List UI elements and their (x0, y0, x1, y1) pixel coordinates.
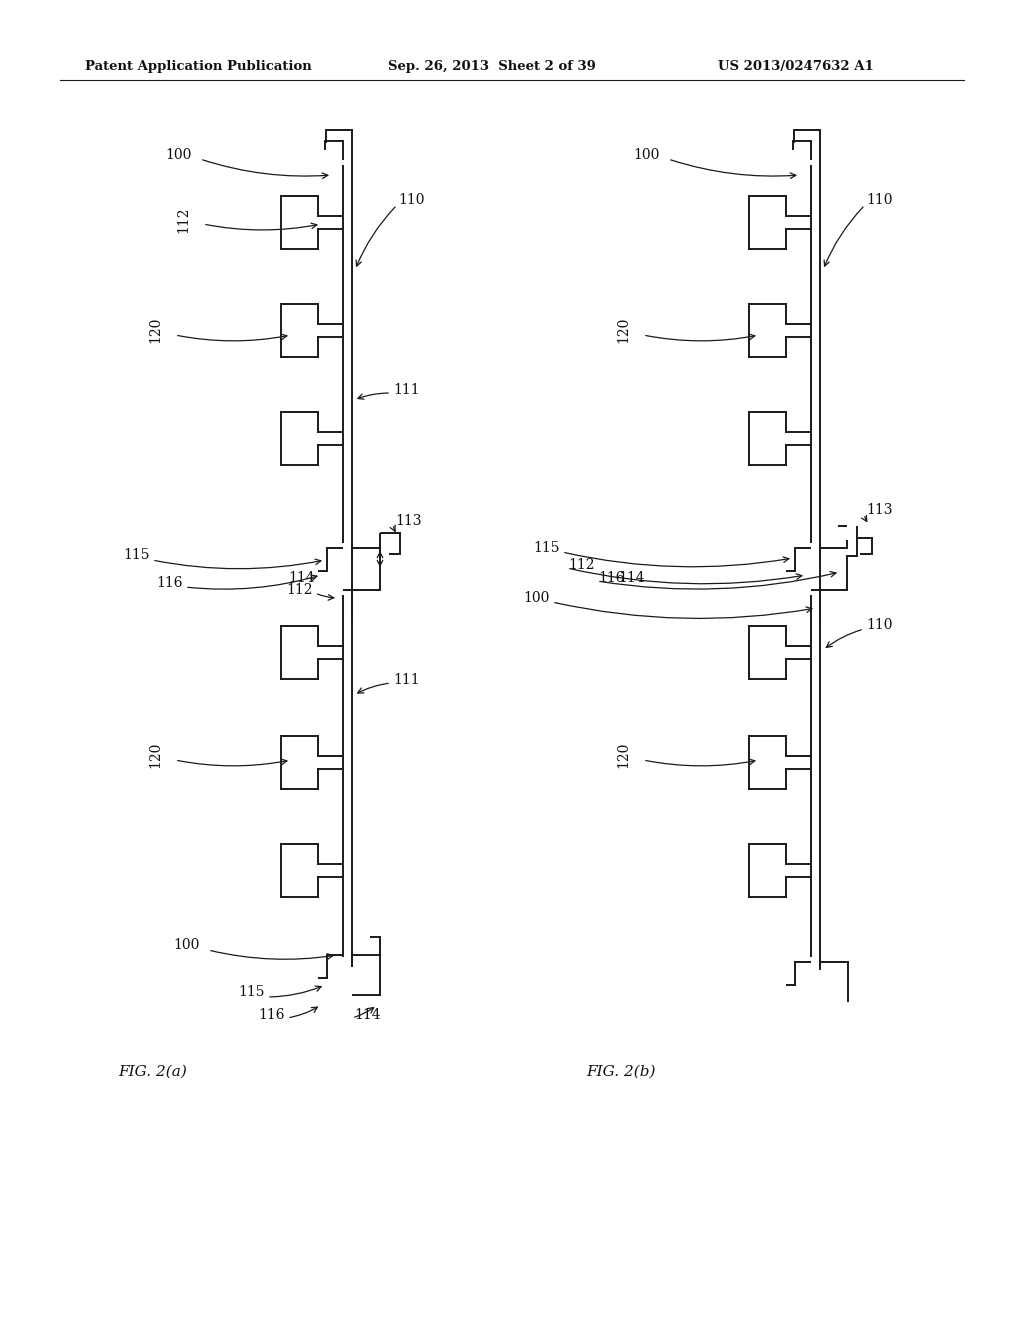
Text: 100: 100 (523, 591, 550, 605)
Text: 114: 114 (354, 1008, 381, 1022)
Text: 100: 100 (166, 148, 193, 162)
Text: 115: 115 (124, 548, 150, 562)
Text: 114: 114 (289, 572, 315, 585)
Text: 120: 120 (148, 742, 162, 768)
Text: 114: 114 (618, 572, 645, 585)
Text: 115: 115 (534, 541, 560, 554)
Text: 100: 100 (634, 148, 660, 162)
Text: 110: 110 (866, 618, 893, 632)
Text: 110: 110 (866, 193, 893, 207)
Text: 110: 110 (398, 193, 425, 207)
Text: 112: 112 (176, 207, 190, 234)
Text: 113: 113 (395, 513, 422, 528)
Text: 116: 116 (157, 576, 183, 590)
Text: 120: 120 (616, 742, 630, 768)
Text: Sep. 26, 2013  Sheet 2 of 39: Sep. 26, 2013 Sheet 2 of 39 (388, 59, 596, 73)
Text: 116: 116 (258, 1008, 285, 1022)
Text: 120: 120 (616, 317, 630, 343)
Text: 112: 112 (568, 558, 595, 572)
Text: FIG. 2(b): FIG. 2(b) (586, 1065, 655, 1078)
Text: FIG. 2(a): FIG. 2(a) (118, 1065, 186, 1078)
Text: US 2013/0247632 A1: US 2013/0247632 A1 (718, 59, 873, 73)
Text: 120: 120 (148, 317, 162, 343)
Text: 112: 112 (287, 583, 313, 597)
Text: 113: 113 (866, 503, 893, 517)
Text: Patent Application Publication: Patent Application Publication (85, 59, 311, 73)
Text: 100: 100 (174, 939, 200, 952)
Text: 111: 111 (393, 383, 420, 397)
Text: 115: 115 (239, 985, 265, 999)
Text: 116: 116 (598, 572, 625, 585)
Text: 111: 111 (393, 673, 420, 686)
